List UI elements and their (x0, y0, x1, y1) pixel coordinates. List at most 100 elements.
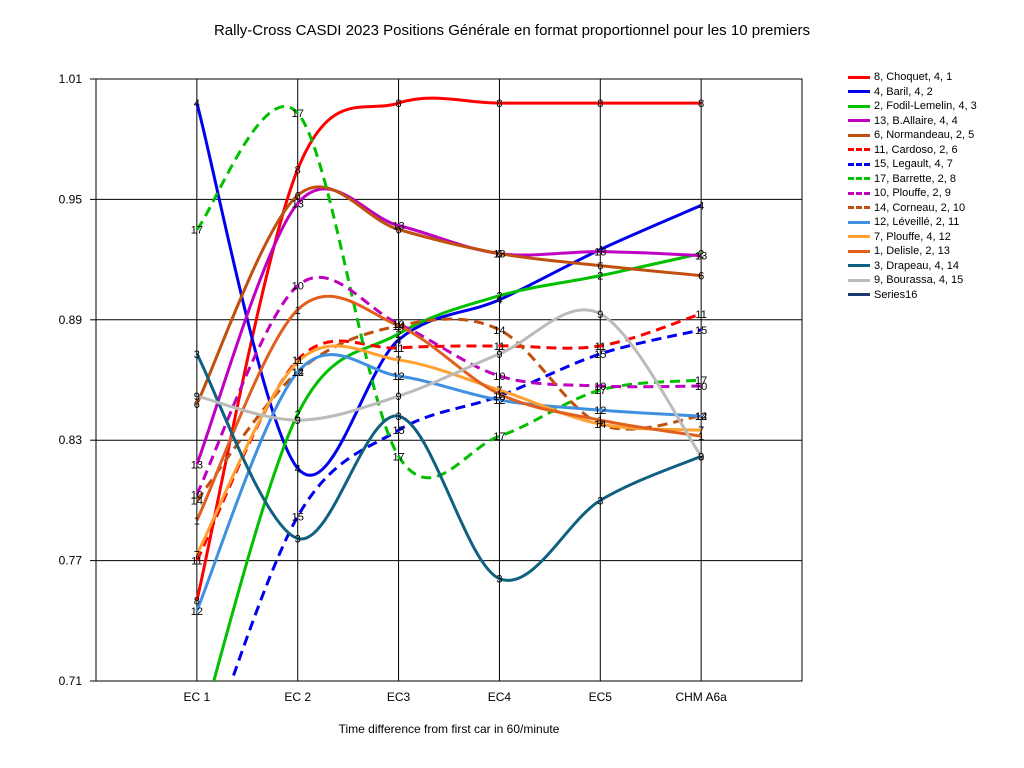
legend-label: 2, Fodil-Lemelin, 4, 3 (874, 100, 977, 113)
legend-label: 7, Plouffe, 4, 12 (874, 230, 951, 243)
point-label: 9 (194, 391, 200, 403)
point-label: 2 (597, 271, 603, 283)
point-label: 4 (496, 295, 502, 307)
point-label: 7 (698, 425, 704, 437)
series-line-2 (195, 102, 702, 477)
point-label: 8 (698, 98, 704, 110)
legend-swatch (848, 75, 870, 79)
legend-item: 8, Choquet, 4, 1 (848, 70, 977, 85)
point-label: 14 (594, 419, 606, 431)
point-label: 1 (597, 415, 603, 427)
point-label: 10 (493, 371, 505, 383)
point-label: 12 (493, 395, 505, 407)
x-tick-label: CHM A6a (675, 690, 727, 704)
series-line-13 (195, 294, 702, 522)
legend-item: 3, Drapeau, 4, 14 (848, 259, 977, 274)
point-label: 11 (695, 309, 706, 321)
series-line-14 (195, 353, 702, 582)
x-tick-label: EC 1 (184, 690, 211, 704)
series-line-6 (195, 312, 702, 562)
point-label: 12 (392, 371, 404, 383)
y-tick-label: 0.77 (59, 554, 83, 568)
series-line-10 (195, 317, 702, 502)
point-label: 14 (292, 367, 304, 379)
legend-item: 11, Cardoso, 2, 6 (848, 143, 977, 158)
legend-label: 17, Barrette, 2, 8 (874, 172, 956, 185)
point-label: 12 (292, 367, 304, 379)
legend-item: 9, Bourassa, 4, 15 (848, 273, 977, 288)
point-label: 2 (295, 409, 301, 421)
point-label: 1 (396, 321, 402, 333)
legend-item: 12, Léveillé, 2, 11 (848, 215, 977, 230)
y-tick-label: 0.95 (59, 192, 83, 206)
legend-item: Series16 (848, 288, 977, 303)
point-label: 10 (695, 381, 707, 393)
point-label: 11 (191, 556, 202, 568)
point-label: 11 (393, 343, 404, 355)
point-label: 8 (396, 98, 402, 110)
point-label: 7 (194, 550, 200, 562)
point-label: 6 (396, 225, 402, 237)
point-label: 9 (698, 451, 704, 463)
point-label: 4 (194, 98, 200, 110)
point-label: 11 (494, 341, 505, 353)
series-line-4 (195, 187, 702, 465)
legend-label: 6, Normandeau, 2, 5 (874, 129, 975, 142)
point-label: 17 (392, 451, 404, 463)
point-label: 14 (695, 411, 707, 423)
x-tick-label: EC4 (488, 690, 512, 704)
point-label: 6 (597, 261, 603, 273)
point-label: 17 (493, 431, 505, 443)
legend-label: Series16 (874, 288, 918, 301)
point-label: 7 (396, 355, 402, 367)
legend-item: 14, Corneau, 2, 10 (848, 201, 977, 216)
legend-label: 15, Legault, 4, 7 (874, 158, 953, 171)
chart-title: Rally-Cross CASDI 2023 Positions Général… (213, 22, 811, 39)
point-label: 13 (191, 459, 203, 471)
point-label: 10 (594, 381, 606, 393)
y-tick-label: 0.71 (59, 674, 83, 688)
legend-label: 9, Bourassa, 4, 15 (874, 274, 964, 287)
point-label: 6 (698, 271, 704, 283)
legend-swatch (848, 220, 870, 224)
point-label: 10 (392, 319, 404, 331)
point-label: 9 (597, 309, 603, 321)
point-label: 1 (194, 515, 200, 527)
point-label: 17 (695, 375, 707, 387)
point-label: 3 (295, 534, 301, 546)
point-label: 10 (292, 281, 304, 293)
point-label: 1 (496, 389, 502, 401)
point-label: 6 (295, 190, 301, 202)
point-label: 11 (595, 341, 606, 353)
point-label: 15 (695, 325, 707, 337)
x-axis-label: Time difference from first car in 60/min… (338, 722, 560, 736)
point-label: 15 (493, 391, 505, 403)
series-line-3 (212, 252, 702, 681)
legend-item: 6, Normandeau, 2, 5 (848, 128, 977, 143)
point-label: 14 (392, 321, 404, 333)
legend-label: 3, Drapeau, 4, 14 (874, 259, 960, 272)
legend-swatch (848, 90, 870, 94)
point-label: 14 (493, 325, 505, 337)
point-label: 3 (597, 495, 603, 507)
point-label: 10 (191, 489, 203, 501)
legend-label: 10, Plouffe, 2, 9 (874, 187, 951, 200)
point-label: 11 (292, 355, 303, 367)
point-label: 7 (597, 419, 603, 431)
legend-item: 7, Plouffe, 4, 12 (848, 230, 977, 245)
point-label: 2 (496, 291, 502, 303)
x-tick-label: EC5 (589, 690, 613, 704)
series-group (195, 96, 703, 681)
point-label: 13 (695, 251, 707, 263)
legend-swatch (848, 104, 870, 108)
point-label: 7 (496, 385, 502, 397)
point-label: 13 (292, 198, 304, 210)
point-label: 4 (597, 245, 603, 257)
point-label: 2 (396, 329, 402, 341)
point-label: 15 (392, 425, 404, 437)
point-label: 4 (698, 200, 704, 212)
legend-item: 1, Delisle, 2, 13 (848, 244, 977, 259)
series-line-11 (195, 353, 702, 612)
